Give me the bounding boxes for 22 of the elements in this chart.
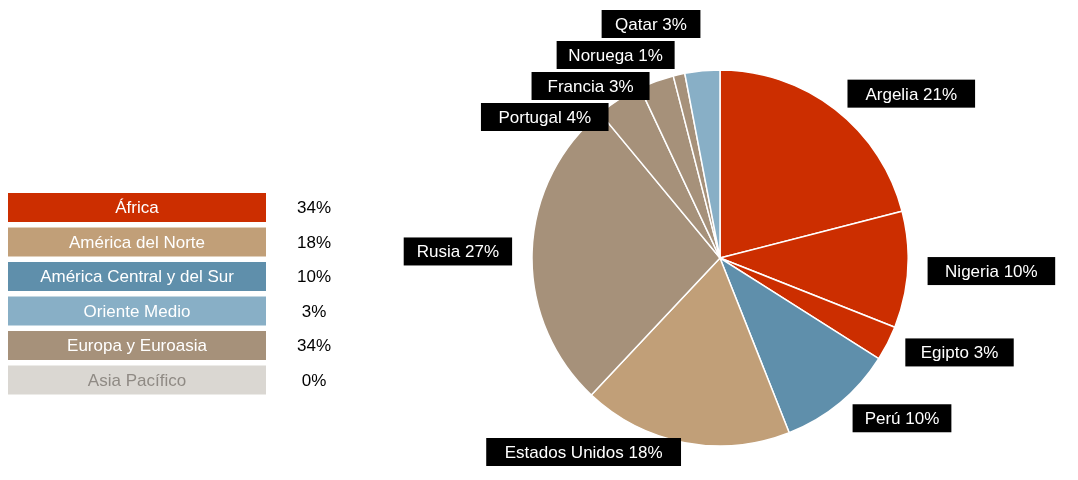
text: 18% [296, 232, 332, 252]
category-label: África [115, 198, 160, 217]
slice-label: Francia 3% [547, 77, 634, 96]
category-label: América Central y del Sur [40, 267, 235, 286]
category-label: Asia Pacífico [87, 370, 187, 390]
slice-label: Portugal 4% [498, 108, 592, 127]
category-label: América del Norte [68, 232, 206, 252]
text: 34% [296, 198, 332, 217]
slice-label: Egipto 3% [920, 343, 999, 363]
category-label: Europa y Euroasia [67, 336, 208, 355]
slice-label: Rusia 27% [416, 242, 500, 262]
slice-label: Argelia 21% [865, 84, 958, 104]
slice-label: Estados Unidos 18% [504, 443, 663, 462]
slice-label: Qatar 3% [615, 15, 687, 34]
text: 3% [301, 301, 327, 321]
slice-label: Noruega 1% [568, 46, 663, 65]
text: 34% [296, 336, 332, 355]
text: 0% [301, 370, 327, 390]
slice-label: Nigeria 10% [945, 262, 1038, 282]
slice-label: Perú 10% [864, 409, 940, 429]
text: 10% [296, 267, 332, 286]
category-label: Oriente Medio [83, 301, 191, 321]
